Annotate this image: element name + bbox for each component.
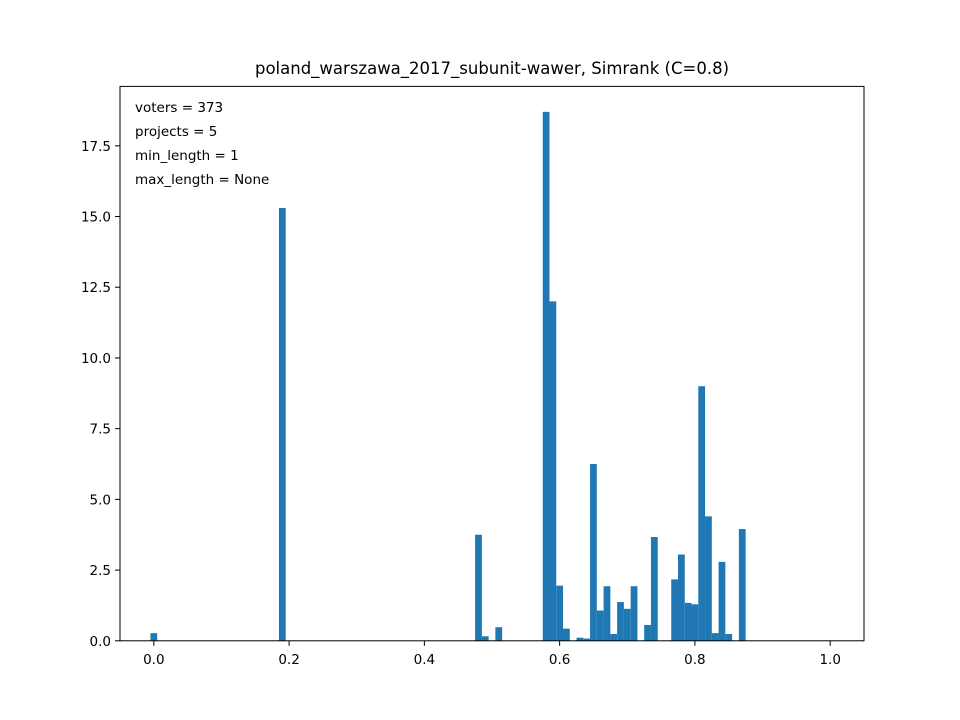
y-tick-label: 17.5: [81, 139, 111, 155]
histogram-bar: [590, 464, 597, 641]
bars-group: [150, 111, 746, 641]
y-tick-label: 2.5: [90, 563, 111, 579]
histogram-bar: [617, 602, 624, 641]
histogram-bar: [725, 634, 733, 641]
histogram-bar: [563, 628, 570, 641]
x-tick-label: 0.4: [414, 652, 435, 668]
histogram-bar: [495, 627, 503, 641]
histogram-bar: [583, 638, 591, 641]
histogram-bar: [678, 554, 685, 641]
stats-annotation: voters = 373 projects = 5 min_length = 1…: [135, 100, 269, 188]
histogram-bar: [698, 386, 706, 641]
annotation-voters: voters = 373: [135, 100, 223, 116]
y-axis: 0.0 2.5 5.0 7.5 10.0 12.5 15.0 17.5: [81, 139, 120, 650]
histogram-bar: [603, 586, 611, 641]
x-tick-label: 0.8: [684, 652, 705, 668]
histogram-bar: [705, 516, 712, 641]
histogram-bar: [738, 529, 746, 641]
plot-area-frame: [119, 85, 865, 642]
histogram-bar: [644, 624, 651, 641]
histogram-bar: [556, 585, 564, 641]
histogram-bar: [711, 633, 719, 641]
histogram-bar: [718, 561, 726, 641]
x-tick-label: 0.2: [278, 652, 299, 668]
y-tick-label: 5.0: [90, 492, 111, 508]
annotation-projects: projects = 5: [135, 124, 217, 140]
histogram-bar: [549, 301, 557, 641]
histogram-bar: [150, 633, 158, 641]
histogram-bar: [650, 536, 658, 641]
x-axis: 0.0 0.2 0.4 0.6 0.8 1.0: [143, 640, 841, 668]
y-tick-label: 0.0: [90, 634, 111, 650]
x-tick-label: 1.0: [819, 652, 840, 668]
histogram-bar: [576, 637, 584, 641]
y-tick-label: 15.0: [81, 210, 111, 226]
histogram-bar: [278, 208, 286, 641]
histogram-bar: [623, 608, 631, 641]
x-tick-label: 0.6: [549, 652, 570, 668]
chart-title: poland_warszawa_2017_subunit-wawer, Simr…: [255, 59, 729, 79]
y-tick-label: 12.5: [81, 280, 111, 296]
histogram-bar: [542, 111, 550, 641]
x-tick-label: 0.0: [143, 652, 164, 668]
histogram-bar: [481, 636, 489, 641]
histogram-bar: [475, 534, 482, 641]
histogram-bar: [671, 579, 678, 641]
annotation-min-length: min_length = 1: [135, 148, 239, 164]
histogram-bar: [691, 604, 699, 641]
y-tick-label: 7.5: [90, 422, 111, 438]
histogram-bar: [684, 602, 692, 641]
annotation-max-length: max_length = None: [135, 172, 269, 188]
histogram-bar: [610, 634, 618, 641]
histogram-bar: [630, 586, 638, 641]
histogram-bar: [596, 610, 604, 641]
y-tick-label: 10.0: [81, 351, 111, 367]
